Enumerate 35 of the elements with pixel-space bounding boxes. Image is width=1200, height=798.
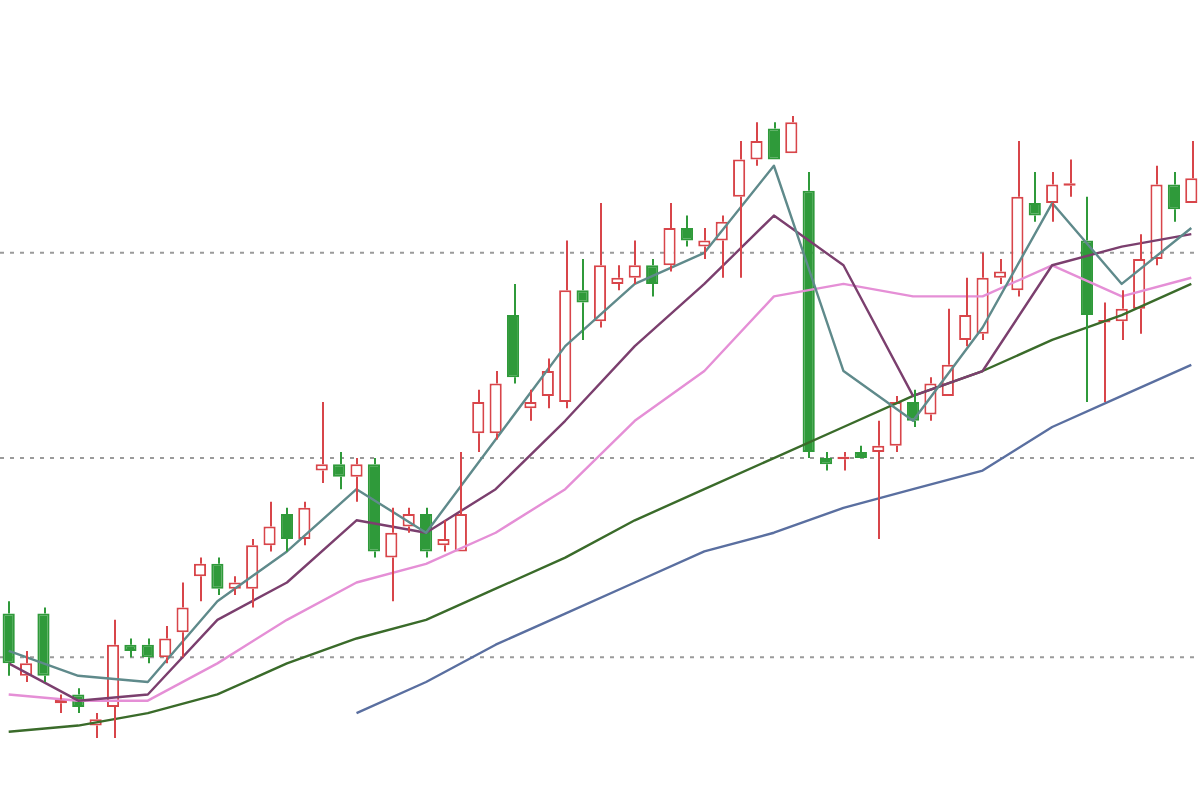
candlestick (37, 606, 50, 684)
candlestick (141, 637, 154, 665)
candlestick (454, 450, 467, 552)
candlestick (315, 401, 328, 484)
candlestick (1150, 164, 1163, 267)
candlestick (385, 506, 398, 603)
candlestick (298, 500, 311, 547)
candlestick (959, 276, 972, 348)
candlestick (333, 450, 346, 491)
candlestick (733, 139, 746, 279)
candlestick (524, 388, 537, 422)
candlestick (663, 202, 676, 273)
candlestick (506, 282, 520, 385)
candlestick (437, 519, 450, 553)
candlestick (767, 121, 780, 160)
candlestick (889, 394, 902, 453)
candlestick (576, 258, 589, 341)
candlestick (1167, 170, 1180, 223)
candlestick (802, 170, 815, 460)
candlestick (211, 556, 224, 596)
candlestick (1185, 139, 1198, 204)
candlestick (246, 537, 259, 609)
candlestick (124, 637, 137, 659)
candlestick (2, 600, 15, 677)
candlestick (785, 115, 798, 154)
candlestick (489, 370, 502, 441)
candlestick (472, 388, 485, 453)
candlestick (559, 239, 572, 410)
candlestick (541, 357, 554, 410)
candlestick (593, 202, 607, 329)
candlestick (698, 226, 711, 261)
candlestick (367, 457, 380, 559)
candlestick (1028, 170, 1041, 223)
candlestick (280, 506, 294, 553)
candlestick (176, 581, 189, 659)
